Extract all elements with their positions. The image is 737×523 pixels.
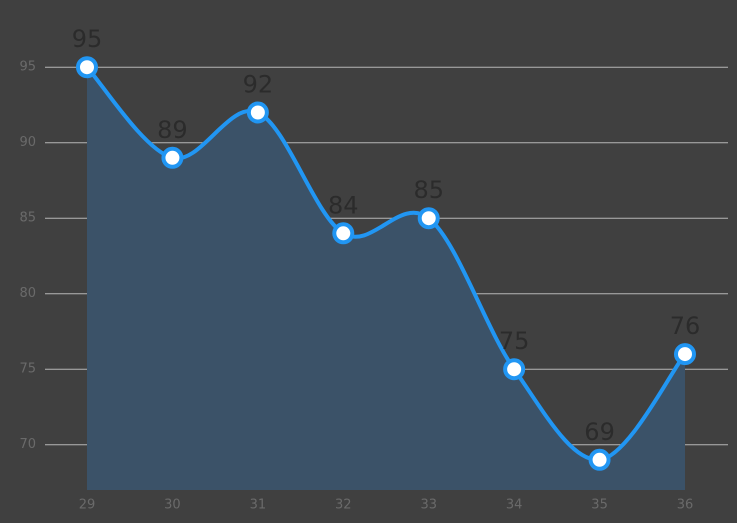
- value-label: 89: [157, 116, 188, 144]
- y-tick-label: 80: [19, 286, 36, 301]
- point: [588, 448, 611, 471]
- y-tick-label: 85: [19, 211, 36, 226]
- x-tick-label: 35: [591, 498, 608, 513]
- x-tick-label: 30: [164, 498, 181, 513]
- value-label: 92: [243, 71, 274, 99]
- value-label: 75: [499, 327, 530, 355]
- y-tick-label: 70: [19, 437, 36, 452]
- x-tick-label: 36: [677, 498, 694, 513]
- y-tick-label: 95: [19, 60, 36, 75]
- x-tick-label: 32: [335, 498, 352, 513]
- y-tick-label: 90: [19, 135, 36, 150]
- value-label: 69: [584, 418, 615, 446]
- point: [76, 56, 98, 79]
- point: [417, 207, 440, 230]
- point: [246, 101, 269, 124]
- x-tick-label: 29: [79, 498, 96, 513]
- y-tick-label: 75: [19, 362, 36, 377]
- value-label: 85: [413, 176, 444, 204]
- point: [332, 222, 355, 245]
- point: [161, 146, 184, 169]
- point: [503, 358, 526, 381]
- x-tick-label: 31: [250, 498, 267, 513]
- area: [87, 67, 685, 490]
- point: [674, 343, 696, 366]
- value-label: 95: [72, 25, 103, 53]
- value-label: 84: [328, 191, 359, 219]
- x-tick-label: 33: [420, 498, 437, 513]
- x-tick-label: 34: [506, 498, 523, 513]
- value-label: 76: [670, 312, 701, 340]
